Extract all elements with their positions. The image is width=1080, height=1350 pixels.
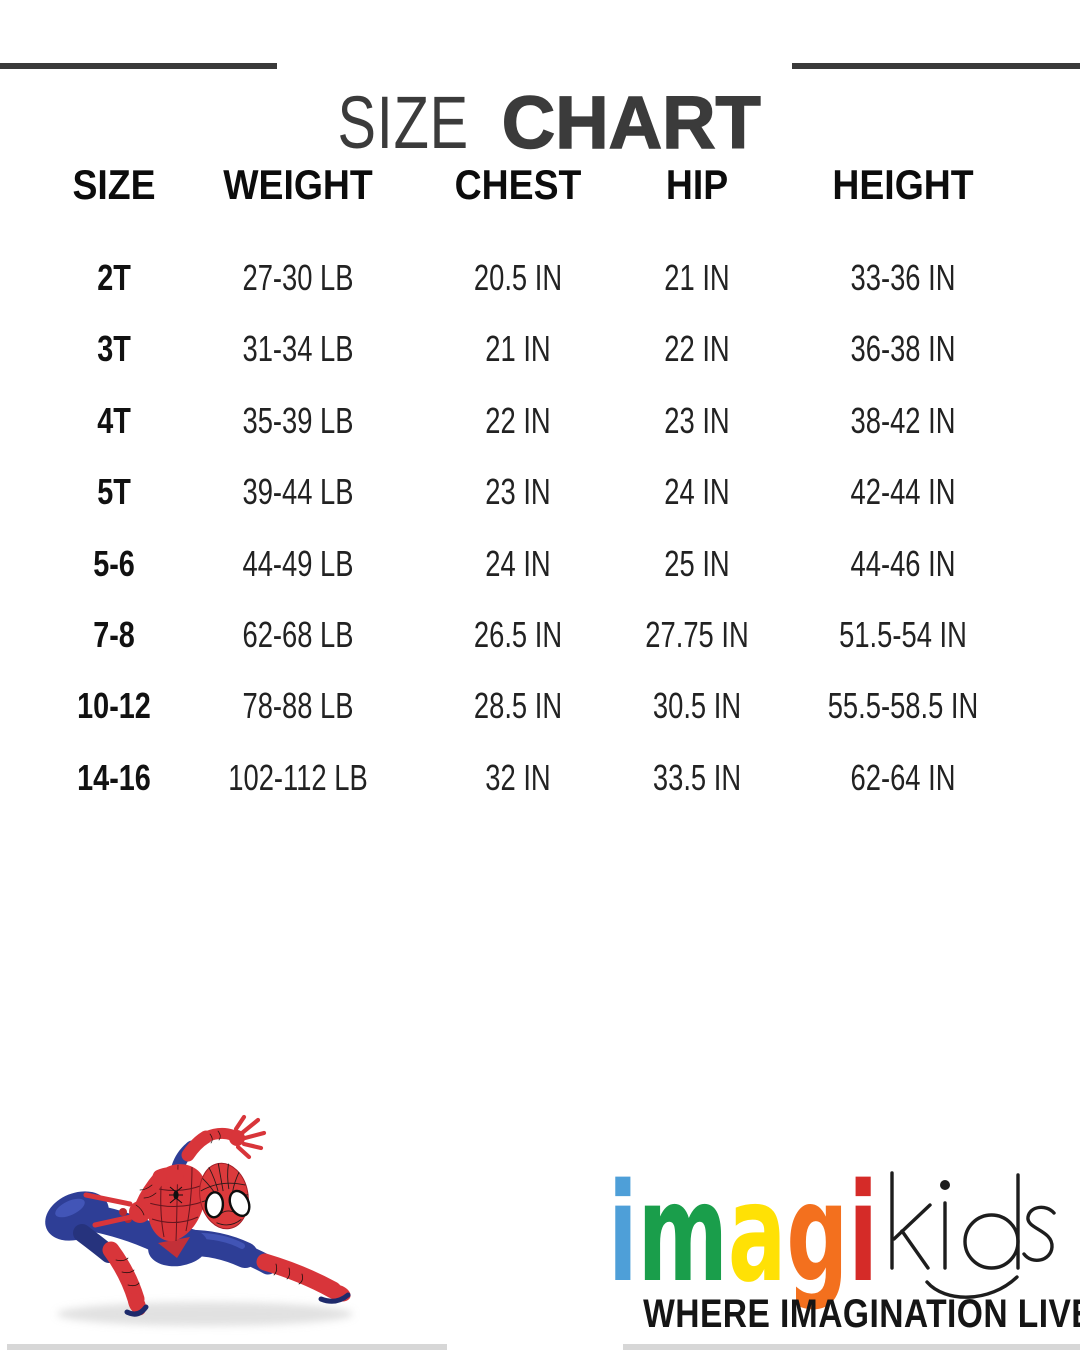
cell-size: 2T bbox=[97, 257, 131, 298]
title-word-size: SIZE bbox=[337, 80, 470, 164]
spiderman-head bbox=[199, 1162, 251, 1230]
cell-height: 33-36 IN bbox=[850, 257, 956, 298]
cell-size: 5-6 bbox=[93, 542, 135, 584]
logo-letter: a bbox=[728, 1155, 786, 1313]
spiderman-illustration bbox=[45, 1114, 353, 1326]
spiderman-right-eye bbox=[228, 1189, 251, 1218]
brand-tagline: WHERE IMAGINATION LIVES bbox=[598, 1292, 1080, 1336]
table-row: 4T 35-39 LB 22 IN 23 IN 38-42 IN bbox=[40, 385, 1040, 456]
spiderman-raised-arm bbox=[171, 1114, 267, 1174]
cell-size: 4T bbox=[97, 399, 131, 441]
spiderman-thwip-arm bbox=[83, 1167, 184, 1228]
cell-weight: 39-44 LB bbox=[242, 471, 354, 513]
cell-chest: 32 IN bbox=[485, 756, 551, 798]
table-row: 5T 39-44 LB 23 IN 24 IN 42-44 IN bbox=[40, 456, 1040, 527]
cell-hip: 27.75 IN bbox=[645, 613, 749, 655]
logo-letter: i bbox=[848, 1155, 878, 1313]
cell-height: 36-38 IN bbox=[850, 328, 956, 370]
cell-chest: 28.5 IN bbox=[473, 685, 563, 727]
logo-imagi-wordmark: imagi bbox=[608, 1155, 878, 1313]
table-row: 7-8 62-68 LB 26.5 IN 27.75 IN 51.5-54 IN bbox=[40, 599, 1040, 670]
brand-tagline-text: WHERE IMAGINATION LIVES bbox=[643, 1292, 1080, 1336]
table-row: 5-6 44-49 LB 24 IN 25 IN 44-46 IN bbox=[40, 528, 1040, 599]
cell-weight: 62-68 LB bbox=[242, 613, 354, 655]
cell-size: 7-8 bbox=[93, 613, 135, 655]
cell-hip: 21 IN bbox=[664, 257, 730, 298]
cell-height: 62-64 IN bbox=[850, 756, 956, 798]
title-rule-left bbox=[0, 63, 277, 69]
cell-hip: 25 IN bbox=[664, 542, 730, 584]
logo-letter: i bbox=[608, 1155, 638, 1313]
table-row: 10-12 78-88 LB 28.5 IN 30.5 IN 55.5-58.5… bbox=[40, 670, 1040, 741]
cell-weight: 78-88 LB bbox=[242, 685, 354, 727]
cell-chest: 22 IN bbox=[485, 399, 551, 441]
page-title: SIZE CHART bbox=[0, 80, 1080, 164]
spider-emblem bbox=[169, 1186, 183, 1204]
cell-chest: 26.5 IN bbox=[473, 613, 563, 655]
cell-size: 10-12 bbox=[77, 685, 151, 727]
header-hip: HIP bbox=[665, 161, 729, 208]
header-chest: CHEST bbox=[454, 161, 582, 208]
cell-hip: 30.5 IN bbox=[652, 685, 742, 727]
title-banner: SIZE CHART bbox=[0, 0, 1080, 160]
cell-weight: 102-112 LB bbox=[228, 756, 368, 798]
spiderman-left-eye bbox=[204, 1191, 225, 1219]
size-table-header-row: SIZE WEIGHT CHEST HIP HEIGHT bbox=[40, 150, 1040, 220]
table-row: 2T 27-30 LB 20.5 IN 21 IN 33-36 IN bbox=[40, 242, 1040, 313]
cell-chest: 23 IN bbox=[485, 471, 551, 513]
cell-weight: 35-39 LB bbox=[242, 399, 354, 441]
cell-hip: 24 IN bbox=[664, 471, 730, 513]
title-rule-right bbox=[792, 63, 1080, 69]
cell-height: 51.5-54 IN bbox=[839, 613, 967, 655]
cell-size: 5T bbox=[97, 471, 131, 513]
cell-height: 55.5-58.5 IN bbox=[827, 685, 979, 727]
cell-height: 44-46 IN bbox=[850, 542, 956, 584]
figure-shadow bbox=[57, 1302, 353, 1326]
logo-smile-swoosh bbox=[925, 1275, 1019, 1299]
cell-hip: 23 IN bbox=[664, 399, 730, 441]
cell-weight: 31-34 LB bbox=[242, 328, 354, 370]
cell-height: 42-44 IN bbox=[850, 471, 956, 513]
header-weight: WEIGHT bbox=[223, 161, 373, 208]
header-height: HEIGHT bbox=[832, 161, 974, 208]
header-size: SIZE bbox=[72, 161, 156, 208]
cropped-edge-artifact-right bbox=[623, 1344, 1080, 1350]
table-row: 3T 31-34 LB 21 IN 22 IN 36-38 IN bbox=[40, 313, 1040, 384]
cell-height: 38-42 IN bbox=[850, 399, 956, 441]
cropped-edge-artifact-left bbox=[7, 1344, 447, 1350]
logo-letter: g bbox=[786, 1155, 848, 1313]
title-word-chart: CHART bbox=[501, 80, 761, 164]
cell-hip: 33.5 IN bbox=[652, 756, 742, 798]
cell-size: 14-16 bbox=[77, 756, 151, 798]
cell-hip: 22 IN bbox=[664, 328, 730, 370]
cell-weight: 44-49 LB bbox=[242, 542, 354, 584]
cell-weight: 27-30 LB bbox=[242, 257, 354, 298]
logo-kids-wordmark bbox=[890, 1171, 1056, 1299]
cell-chest: 20.5 IN bbox=[473, 257, 563, 298]
cell-size: 3T bbox=[97, 328, 131, 370]
table-row: 14-16 102-112 LB 32 IN 33.5 IN 62-64 IN bbox=[40, 742, 1040, 813]
logo-letter: m bbox=[638, 1155, 728, 1313]
size-table-body: 2T 27-30 LB 20.5 IN 21 IN 33-36 IN 3T 31… bbox=[40, 242, 1040, 813]
cell-chest: 24 IN bbox=[485, 542, 551, 584]
size-table: SIZE WEIGHT CHEST HIP HEIGHT 2T 27-30 LB… bbox=[40, 150, 1040, 813]
cell-chest: 21 IN bbox=[485, 328, 551, 370]
imagikids-logo: imagi bbox=[608, 1155, 1056, 1313]
